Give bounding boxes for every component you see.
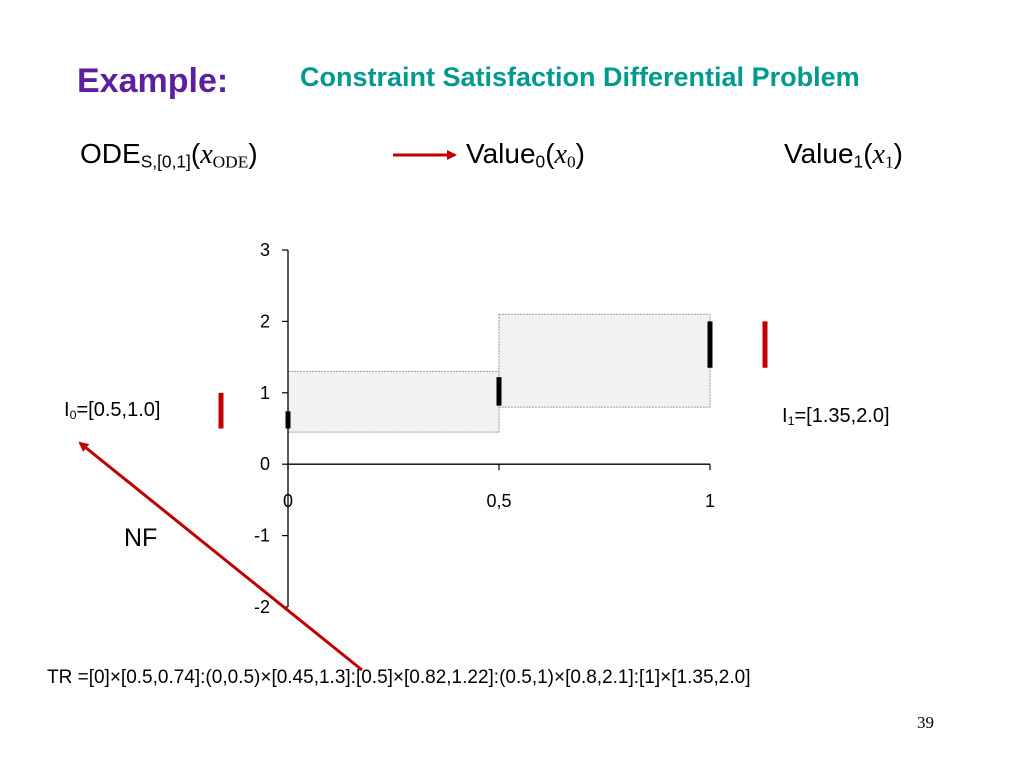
value0-subscript: 0 bbox=[535, 151, 546, 172]
heading-title: Constraint Satisfaction Differential Pro… bbox=[300, 62, 860, 92]
boxes-layer bbox=[287, 313, 711, 433]
ode-expression: ODES,[0,1](xODE) bbox=[80, 138, 258, 171]
ode-variable: x bbox=[200, 139, 213, 170]
y-tick-label-3: 0 bbox=[260, 454, 270, 474]
page-number: 39 bbox=[917, 713, 934, 732]
value0-variable: x bbox=[554, 139, 567, 170]
enclosure-box-1 bbox=[498, 313, 711, 408]
ode-open-paren: ( bbox=[190, 138, 201, 169]
i0-prefix: I bbox=[64, 399, 70, 421]
value0-open-paren: ( bbox=[545, 138, 555, 169]
x-tick-label-2: 1 bbox=[705, 491, 715, 511]
ode-prefix: ODE bbox=[80, 138, 141, 169]
i1-interval: =[1.35,2.0] bbox=[794, 405, 890, 427]
value1-prefix: Value bbox=[784, 138, 854, 169]
y-tick-label-1: 2 bbox=[260, 311, 270, 331]
y-tick-label-0: 3 bbox=[260, 240, 270, 260]
value1-open-paren: ( bbox=[863, 138, 873, 169]
value0-close-paren: ) bbox=[575, 138, 585, 169]
heading-example: Example: bbox=[77, 62, 229, 100]
i0-interval: =[0.5,1.0] bbox=[76, 399, 161, 421]
value1-expression: Value1(x1) bbox=[784, 138, 903, 171]
i1-label: I1=[1.35,2.0] bbox=[782, 405, 890, 428]
axes-layer: 3 2 1 0 -1 -2 0 0,5 1 bbox=[254, 240, 715, 617]
ode-variable-subscript: ODE bbox=[212, 152, 249, 172]
tr-label: TR =[0]×[0.5,0.74]:(0,0.5)×[0.45,1.3]:[0… bbox=[47, 667, 751, 688]
x-tick-label-1: 0,5 bbox=[486, 491, 511, 511]
ode-close-paren: ) bbox=[248, 138, 258, 169]
value1-variable: x bbox=[872, 139, 885, 170]
nf-arrow bbox=[78, 441, 363, 672]
enclosure-box-0 bbox=[287, 370, 500, 433]
ode-subscript: S,[0,1] bbox=[140, 151, 191, 172]
y-tick-label-2: 1 bbox=[260, 383, 270, 403]
value0-prefix: Value bbox=[466, 138, 536, 169]
value1-variable-subscript: 1 bbox=[884, 152, 894, 172]
y-tick-label-5: -2 bbox=[254, 597, 270, 617]
value1-close-paren: ) bbox=[893, 138, 903, 169]
i0-subscript: 0 bbox=[69, 408, 77, 423]
i1-subscript: 1 bbox=[787, 414, 795, 429]
markers-layer bbox=[218, 321, 768, 429]
value0-expression: Value0(x0) bbox=[466, 138, 585, 171]
nf-label: NF bbox=[124, 524, 158, 552]
bars-layer bbox=[285, 321, 713, 429]
x-tick-label-0: 0 bbox=[283, 491, 293, 511]
i1-prefix: I bbox=[782, 405, 788, 427]
value1-subscript: 1 bbox=[853, 151, 864, 172]
value0-variable-subscript: 0 bbox=[566, 152, 576, 172]
i0-label: I0=[0.5,1.0] bbox=[64, 399, 160, 422]
y-tick-label-4: -1 bbox=[254, 526, 270, 546]
